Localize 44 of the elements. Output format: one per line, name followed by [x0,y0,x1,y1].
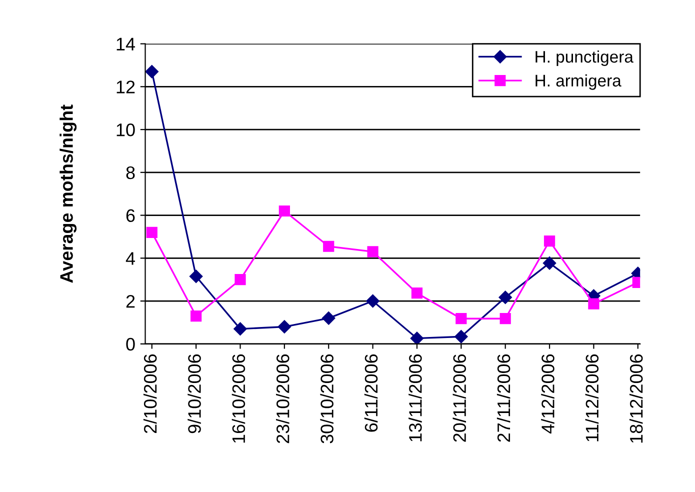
point [367,246,378,258]
point [498,290,512,304]
x-tick-label: 9/10/2006 [188,354,201,434]
point [323,240,334,252]
x-tick-label: 30/10/2006 [320,354,334,444]
point [456,313,467,324]
y-tick-label: 14 [116,38,136,50]
x-tick-label: 13/11/2006 [408,354,422,442]
point [234,322,247,336]
point [544,235,556,247]
y-tick-label: 0 [126,338,135,351]
y-tick-label: 12 [116,80,135,94]
point [410,332,424,344]
point [189,270,203,283]
x-tick-label: 16/10/2006 [232,354,246,443]
y-tick-label: 8 [126,166,135,180]
point [146,226,158,238]
point [190,310,202,322]
point [366,294,380,308]
y-tick-label: 6 [126,209,135,222]
point [322,312,336,325]
point [588,298,600,310]
x-tick-label: 11/12/2006 [585,354,599,442]
point [145,65,158,78]
y-tick-label: 4 [126,252,136,265]
point [234,274,246,286]
x-tick-label: 27/11/2006 [496,354,510,442]
point [278,205,290,217]
point [411,288,423,299]
point [542,256,556,270]
y-tick-label: 10 [116,123,135,136]
y-tick-label: 2 [126,294,135,308]
x-tick-label: 2/10/2006 [143,354,157,434]
point [454,330,468,344]
legend-label: H. armigera [536,74,622,90]
x-tick-label: 23/10/2006 [276,354,290,444]
point [278,320,292,334]
legend-label: H. punctigera [536,50,634,66]
x-tick-label: 18/12/2006 [629,354,643,443]
x-tick-label: 6/11/2006 [364,354,378,432]
y-axis-title: Average moths/night [60,104,77,283]
x-tick-label: 20/11/2006 [452,354,466,442]
x-tick-label: 4/12/2006 [541,354,554,434]
point [500,313,511,324]
